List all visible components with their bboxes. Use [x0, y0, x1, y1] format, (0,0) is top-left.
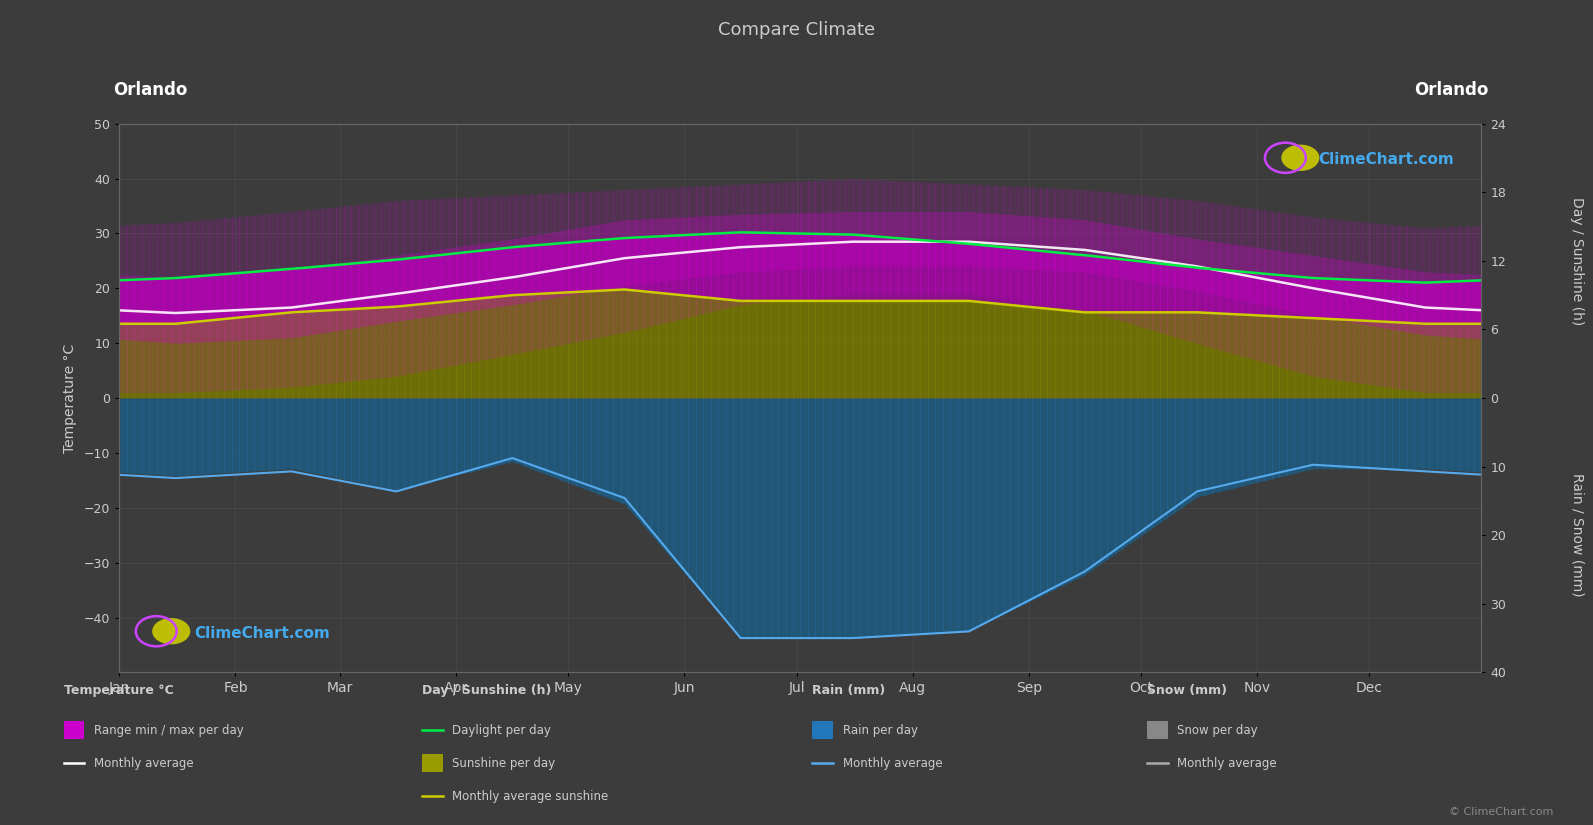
Text: Monthly average sunshine: Monthly average sunshine	[452, 790, 609, 803]
Text: Snow per day: Snow per day	[1177, 724, 1258, 737]
Ellipse shape	[1281, 144, 1319, 171]
Ellipse shape	[153, 618, 190, 644]
Y-axis label: Temperature °C: Temperature °C	[64, 343, 76, 453]
Text: ClimeChart.com: ClimeChart.com	[194, 626, 330, 642]
Text: Daylight per day: Daylight per day	[452, 724, 551, 737]
Text: Orlando: Orlando	[113, 81, 186, 99]
Text: ClimeChart.com: ClimeChart.com	[1317, 152, 1454, 167]
Text: Range min / max per day: Range min / max per day	[94, 724, 244, 737]
Text: Monthly average: Monthly average	[94, 757, 194, 770]
Text: Compare Climate: Compare Climate	[718, 21, 875, 39]
Text: Orlando: Orlando	[1415, 81, 1488, 99]
Text: Day / Sunshine (h): Day / Sunshine (h)	[422, 684, 551, 697]
Text: © ClimeChart.com: © ClimeChart.com	[1448, 807, 1553, 817]
Text: Monthly average: Monthly average	[1177, 757, 1278, 770]
Text: Temperature °C: Temperature °C	[64, 684, 174, 697]
Text: Rain per day: Rain per day	[843, 724, 918, 737]
Text: Rain / Snow (mm): Rain / Snow (mm)	[1571, 474, 1583, 597]
Text: Monthly average: Monthly average	[843, 757, 943, 770]
Text: Snow (mm): Snow (mm)	[1147, 684, 1227, 697]
Text: Sunshine per day: Sunshine per day	[452, 757, 556, 770]
Text: Rain (mm): Rain (mm)	[812, 684, 886, 697]
Text: Day / Sunshine (h): Day / Sunshine (h)	[1571, 197, 1583, 325]
